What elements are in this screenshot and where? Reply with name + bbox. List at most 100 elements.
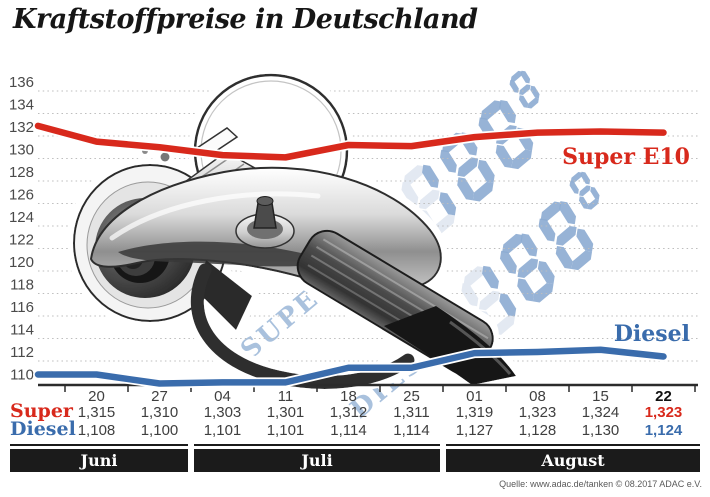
segment (509, 79, 520, 93)
segment (556, 225, 577, 246)
super-price-cell: 1,312 (329, 404, 368, 421)
seven-segment-digit (509, 70, 540, 109)
segment (499, 293, 517, 317)
month-bar-juni: Juni (10, 449, 188, 472)
date-cell: 04 (214, 388, 231, 405)
vent-knob-top (256, 196, 274, 206)
hand-guard (190, 263, 415, 389)
seven-segment-digits-diesel (461, 171, 600, 335)
diesel-price-cell: 1,101 (266, 422, 305, 439)
segment (419, 209, 436, 233)
segment (571, 171, 583, 183)
y-tick-label: 134 (9, 97, 34, 114)
fuel-nozzle-illustration (73, 73, 516, 389)
date-cell: 01 (466, 388, 483, 405)
rivet-dot (160, 152, 170, 162)
segment (569, 180, 580, 194)
segment (499, 99, 517, 123)
segment (530, 85, 540, 99)
super-price-cell: 1,311 (393, 404, 430, 421)
segment (479, 290, 500, 311)
diesel-price-cell: 1,101 (203, 422, 242, 439)
nozzle-body-shadow-band (118, 241, 332, 267)
date-cell: 15 (592, 388, 609, 405)
date-cell: 08 (529, 388, 546, 405)
month-rule-august (446, 444, 700, 446)
segment (440, 149, 458, 173)
diesel-price-cell: 1,114 (393, 422, 430, 439)
super-price-cell: 1,319 (455, 404, 494, 421)
table-row-label-super: Super (10, 400, 73, 422)
month-rule-juni (10, 444, 188, 446)
y-tick-label: 114 (10, 322, 34, 339)
y-tick-label: 112 (10, 344, 34, 361)
segment (482, 265, 500, 289)
super-price-cell: 1,301 (266, 404, 305, 421)
y-tick-label: 116 (10, 299, 34, 316)
segment (473, 181, 494, 202)
segment (579, 185, 591, 196)
super-line (34, 122, 667, 161)
super-price-cell: 1,323 (518, 404, 557, 421)
segment (556, 245, 573, 269)
segment (541, 201, 562, 221)
y-tick-label: 110 (10, 367, 34, 384)
segment (533, 282, 554, 303)
segment (401, 181, 419, 205)
date-cell: 22 (655, 388, 672, 405)
segment (422, 164, 440, 188)
segment (478, 310, 496, 334)
diesel-line (34, 346, 667, 387)
month-bar-juli: Juli (194, 449, 440, 472)
diesel-price-cell: 1,127 (455, 422, 494, 439)
date-cell: 11 (277, 388, 294, 405)
segment (457, 157, 479, 177)
y-tick-label: 122 (9, 232, 34, 249)
segment (461, 282, 479, 306)
segment (517, 278, 535, 302)
super-price-cell: 1,324 (581, 404, 620, 421)
segment (538, 218, 556, 242)
seven-segment-digit (401, 164, 457, 234)
segment (519, 84, 531, 95)
segment (571, 250, 593, 270)
diesel-price-cell: 1,108 (77, 422, 116, 439)
segment (502, 233, 524, 254)
segment (590, 186, 600, 200)
page-title: Kraftstoffpreise in Deutschland (13, 4, 478, 35)
date-cell: 27 (151, 388, 168, 405)
y-tick-label: 136 (9, 74, 34, 91)
diesel-price-cell: 1,128 (518, 422, 557, 439)
super-price-cell: 1,323 (644, 404, 683, 421)
y-tick-label: 124 (9, 209, 34, 226)
segment (481, 100, 502, 120)
date-cell: 25 (403, 388, 420, 405)
segment (517, 258, 539, 278)
segment (463, 265, 485, 286)
segment (538, 260, 555, 284)
date-cell: 18 (340, 388, 357, 405)
month-bar-august: August (446, 449, 700, 472)
segment (434, 213, 456, 234)
segment (478, 159, 496, 183)
seven-segment-digit (461, 265, 517, 335)
segment (559, 200, 577, 224)
super-price-cell: 1,303 (203, 404, 242, 421)
super-price-cell: 1,310 (140, 404, 179, 421)
super-e10-line-label: Super E10 (562, 144, 690, 170)
price-display-watermark: SUPER E10 DIESEL (217, 13, 710, 497)
diesel-price-cell: 1,114 (330, 422, 367, 439)
date-cell: 20 (88, 388, 105, 405)
y-tick-label: 118 (10, 277, 34, 294)
y-tick-label: 128 (9, 164, 34, 181)
source-note: Quelle: www.adac.de/tanken © 08.2017 ADA… (499, 479, 702, 489)
segment (519, 94, 529, 108)
seven-segment-digit (538, 200, 594, 270)
y-tick-label: 126 (9, 187, 34, 204)
segment (520, 233, 538, 257)
diesel-price-cell: 1,100 (140, 422, 179, 439)
diesel-line-label: Diesel (613, 321, 690, 347)
segment (511, 149, 533, 169)
